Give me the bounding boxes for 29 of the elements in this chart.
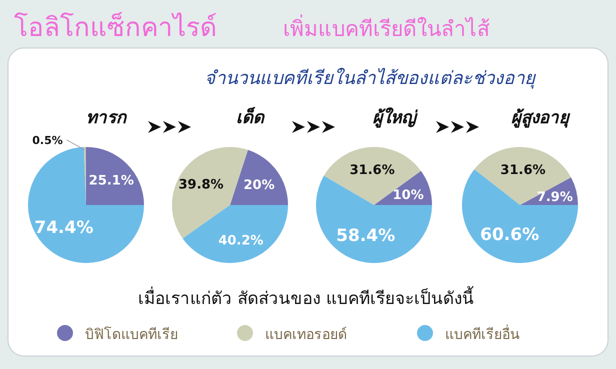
data-label: 40.2% (218, 233, 264, 248)
text: เมื่อเราแก่ตัว สัดส่วนของ แบคทีเรียจะเป็นดังนี้ (138, 286, 474, 309)
text: เพิ่มแบคทีเรียดีในลำไส้ (283, 14, 490, 41)
pie-slice (86, 147, 144, 205)
data-label: 7.9% (536, 190, 573, 206)
legend-label: แบคเทอรอยด์ (265, 326, 347, 343)
data-label: 20% (244, 178, 275, 193)
pie-slice (230, 150, 288, 205)
data-label: 10% (392, 188, 424, 203)
pie-slice (28, 147, 144, 263)
chart-title: เด็ด (236, 106, 265, 128)
data-label: 31.6% (500, 163, 546, 178)
chart-title: ผู้ใหญ่ (372, 107, 418, 128)
data-label: 60.6% (480, 225, 540, 246)
chart-title: ทารก (86, 108, 128, 128)
data-label: 31.6% (350, 163, 395, 178)
pie-slice (474, 147, 572, 205)
pie-slice (316, 176, 432, 263)
chart-title: ผู้สูงอายุ (511, 108, 571, 128)
data-label: 0.5% (32, 134, 63, 147)
data-label: 58.4% (336, 226, 396, 246)
data-label: 74.4% (34, 218, 94, 238)
data-label: 39.8% (178, 178, 224, 193)
legend-label: แบคทีเรียอื่น (445, 325, 520, 343)
pie-slice (182, 205, 288, 263)
data-label: 25.1% (88, 173, 134, 188)
legend-label: บิฟิโดแบคทีเรีย (85, 326, 178, 343)
text: โอลิโกแซ็กคาไรด์ (14, 11, 217, 43)
text: จำนวนแบคทีเรียในลำไส้ของแต่ละช่วงอายุ (204, 67, 536, 89)
